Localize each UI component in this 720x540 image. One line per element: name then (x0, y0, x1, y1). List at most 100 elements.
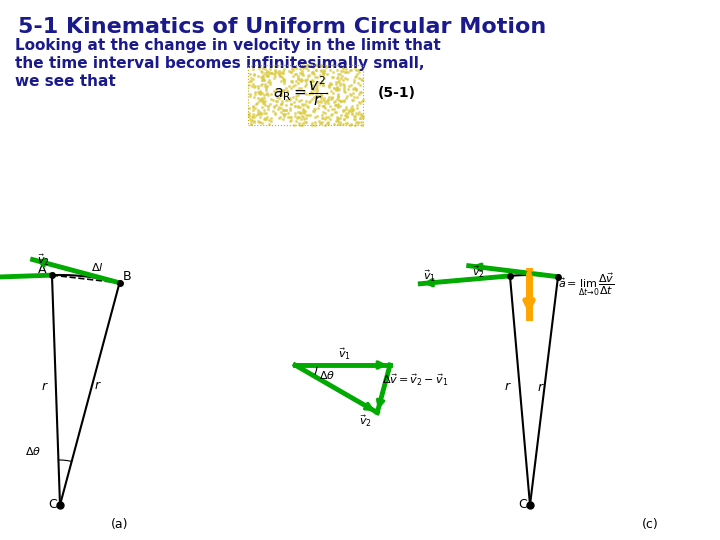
Point (348, 76, 360, 84)
Point (346, 81, 357, 90)
Point (302, 102, 313, 110)
Point (275, 89, 287, 98)
Point (252, 71, 264, 80)
Point (248, 118, 260, 126)
Point (332, 70, 343, 78)
Point (257, 97, 269, 106)
Point (318, 65, 330, 74)
Point (341, 75, 352, 83)
Point (289, 111, 301, 120)
Point (276, 73, 287, 82)
Point (261, 82, 272, 90)
Point (338, 115, 350, 124)
Point (282, 87, 293, 96)
Text: C: C (48, 498, 57, 511)
Point (258, 70, 269, 79)
Text: $\Delta\theta$: $\Delta\theta$ (319, 369, 336, 381)
Point (269, 68, 281, 77)
Point (258, 64, 269, 72)
Point (288, 98, 300, 106)
Point (279, 112, 290, 120)
Text: 5-1 Kinematics of Uniform Circular Motion: 5-1 Kinematics of Uniform Circular Motio… (18, 17, 546, 37)
Point (274, 93, 285, 102)
Point (339, 73, 351, 82)
Point (260, 85, 271, 94)
Text: B: B (122, 270, 131, 283)
Point (341, 91, 352, 100)
Point (285, 84, 297, 93)
Point (335, 97, 346, 106)
Point (265, 69, 276, 78)
Point (323, 96, 334, 105)
Point (309, 120, 320, 129)
Point (324, 65, 336, 74)
Point (302, 75, 313, 84)
Point (287, 66, 298, 75)
Point (349, 114, 361, 123)
Text: we see that: we see that (15, 74, 116, 89)
Point (334, 102, 346, 110)
Point (336, 72, 347, 80)
Point (259, 82, 271, 91)
Point (252, 87, 264, 96)
Point (331, 65, 343, 74)
Point (246, 116, 258, 125)
Point (263, 102, 274, 111)
Point (281, 61, 292, 70)
Point (354, 87, 366, 96)
Point (289, 102, 301, 110)
Point (354, 73, 365, 82)
Point (289, 109, 301, 118)
Point (296, 76, 307, 84)
Point (341, 113, 353, 122)
Point (334, 79, 346, 87)
Point (350, 118, 361, 126)
Point (293, 71, 305, 80)
Point (282, 96, 293, 104)
Point (289, 120, 300, 129)
Point (333, 78, 344, 86)
Point (338, 81, 349, 90)
Point (274, 72, 286, 80)
Point (243, 81, 255, 90)
Point (343, 82, 355, 91)
Point (275, 108, 287, 117)
Point (349, 64, 361, 72)
Point (253, 110, 264, 118)
Text: $\Delta l$: $\Delta l$ (91, 261, 104, 273)
Point (284, 103, 296, 112)
Point (323, 98, 334, 107)
Point (302, 61, 313, 70)
Point (265, 90, 276, 98)
Point (311, 73, 323, 82)
Point (334, 80, 346, 89)
Point (339, 87, 351, 96)
Point (315, 89, 326, 98)
Text: (a): (a) (112, 518, 129, 531)
Point (258, 76, 270, 85)
Point (354, 80, 365, 89)
Point (298, 109, 310, 117)
Text: $\vec{v}_1$: $\vec{v}_1$ (338, 346, 351, 362)
Point (290, 64, 302, 72)
Point (247, 75, 258, 84)
Point (316, 118, 328, 126)
Point (321, 119, 333, 127)
Point (254, 94, 266, 103)
Point (305, 77, 316, 85)
Point (308, 106, 320, 115)
Point (287, 77, 298, 86)
Point (345, 90, 356, 99)
Point (340, 109, 351, 117)
Point (295, 96, 307, 104)
Point (306, 84, 318, 93)
Point (298, 71, 310, 79)
Point (317, 80, 328, 89)
Point (286, 100, 297, 109)
Point (256, 88, 267, 97)
Point (248, 112, 259, 121)
Point (356, 120, 368, 129)
Point (284, 117, 296, 125)
Point (306, 120, 318, 129)
Point (326, 93, 338, 102)
